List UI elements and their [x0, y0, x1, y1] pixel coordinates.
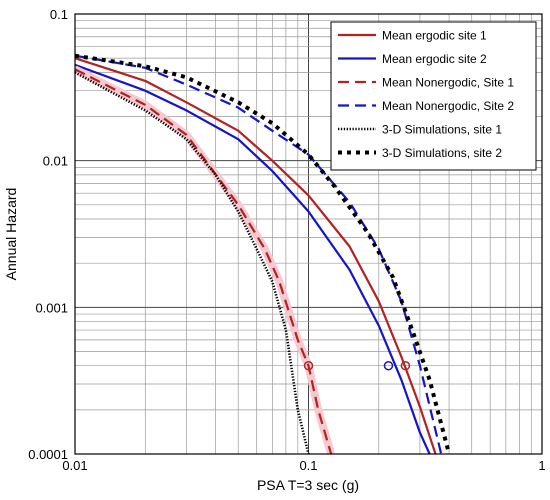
- legend-label: Mean ergodic site 1: [382, 29, 487, 43]
- y-axis-title: Annual Hazard: [3, 188, 19, 281]
- legend-label: Mean Nonergodic, Site 2: [382, 99, 514, 113]
- y-tick-label: 0.0001: [28, 447, 68, 462]
- legend-items: Mean ergodic site 1 Mean ergodic site 2 Me…: [338, 29, 514, 160]
- x-tick-label: 1: [538, 458, 545, 473]
- legend: Mean ergodic site 1 Mean ergodic site 2 Me…: [330, 21, 537, 171]
- legend-label: Mean Nonergodic, Site 1: [382, 76, 514, 90]
- series-line-4: [74, 54, 443, 455]
- legend-label: 3-D Simulations, site 1: [382, 123, 502, 137]
- marker-group: [303, 360, 411, 371]
- series-line-6: [74, 53, 452, 455]
- series-line-3: [74, 68, 333, 455]
- series-line-1: [74, 57, 437, 455]
- series-band-3: [73, 65, 335, 456]
- y-tick-label: 0.01: [43, 154, 68, 169]
- legend-label: 3-D Simulations, site 2: [382, 146, 502, 160]
- legend-box: [330, 21, 537, 171]
- series-group: [73, 53, 452, 456]
- x-axis-title: PSA T=3 sec (g): [257, 477, 359, 493]
- tick-labels: 0.01 0.1 1 0.1 0.01 0.001 0.0001: [28, 7, 545, 473]
- series-line-5: [74, 71, 310, 455]
- y-tick-label: 0.001: [35, 300, 68, 315]
- marker-circle: [400, 360, 411, 371]
- series-line-2: [74, 63, 431, 455]
- legend-label: Mean ergodic site 2: [382, 52, 487, 66]
- marker-circle: [383, 360, 394, 371]
- plot-frame: [74, 13, 543, 455]
- y-tick-label: 0.1: [50, 7, 68, 22]
- x-tick-label: 0.1: [299, 458, 317, 473]
- marker-circle: [303, 360, 314, 371]
- x-tick-label: 0.01: [62, 458, 87, 473]
